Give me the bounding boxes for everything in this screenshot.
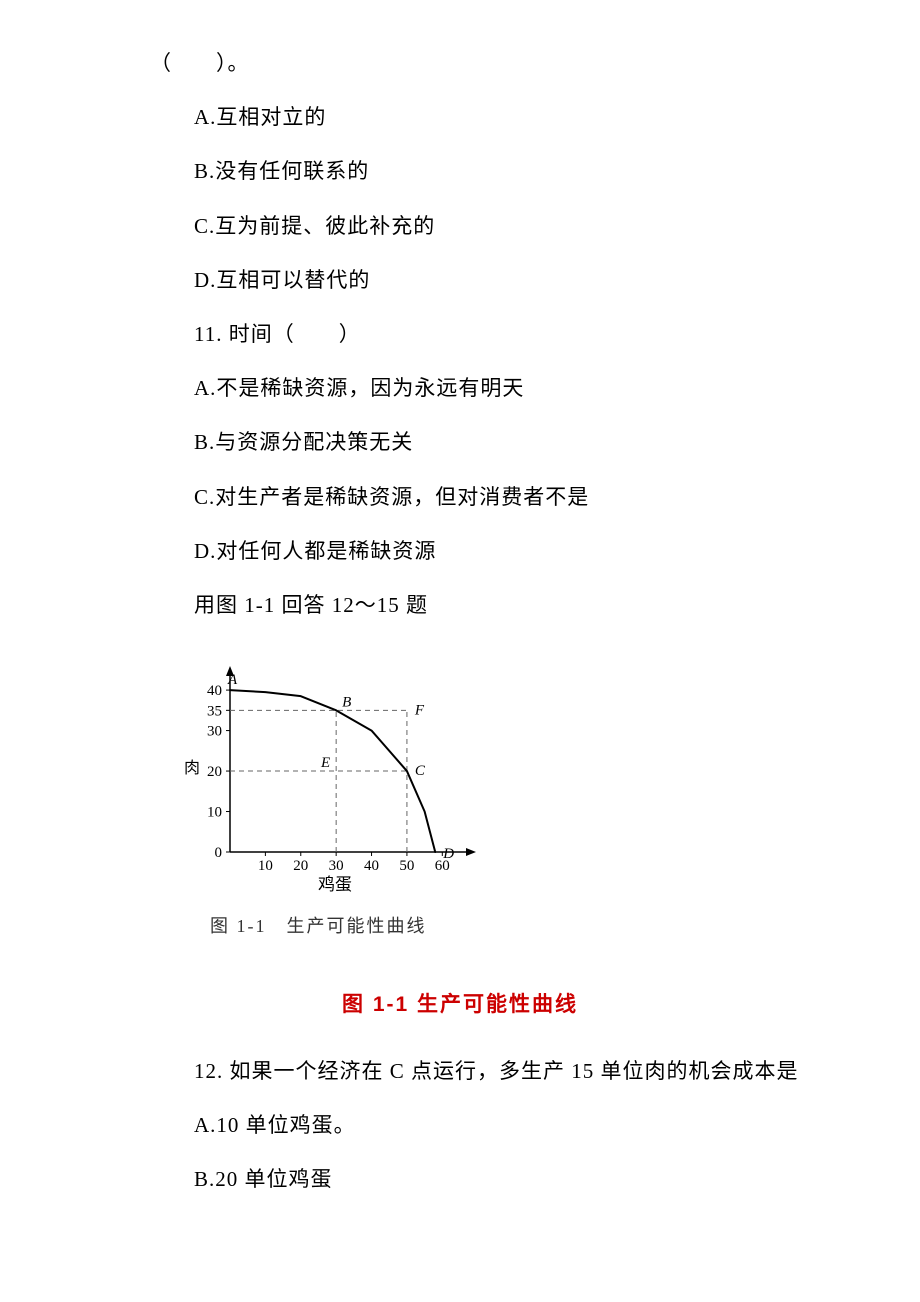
svg-text:10: 10	[258, 858, 273, 874]
q10-option-a: A.互相对立的	[150, 94, 800, 140]
q10-stem-tail: （ ）。	[150, 40, 800, 86]
q10-option-d: D.互相可以替代的	[150, 257, 800, 303]
q11-option-a: A.不是稀缺资源，因为永远有明天	[150, 365, 800, 411]
svg-text:C: C	[415, 763, 426, 779]
q11-option-b: B.与资源分配决策无关	[150, 419, 800, 465]
svg-text:D: D	[442, 846, 454, 862]
svg-text:35: 35	[207, 703, 222, 719]
svg-text:40: 40	[207, 683, 222, 699]
svg-text:40: 40	[364, 858, 379, 874]
q12-option-b: B.20 单位鸡蛋	[150, 1156, 800, 1202]
figure-instruction: 用图 1-1 回答 12～15 题	[150, 582, 800, 628]
ppf-figure: 01020303540102030405060ABCDEF肉鸡蛋	[0, 652, 920, 892]
svg-text:E: E	[320, 755, 330, 771]
ppf-chart-svg: 01020303540102030405060ABCDEF肉鸡蛋	[180, 652, 480, 892]
svg-text:A: A	[227, 672, 238, 688]
q10-option-b: B.没有任何联系的	[150, 148, 800, 194]
q12-option-a: A.10 单位鸡蛋。	[150, 1102, 800, 1148]
svg-text:30: 30	[207, 724, 222, 740]
svg-text:50: 50	[399, 858, 414, 874]
q11-stem: 11. 时间（ ）	[150, 311, 800, 357]
svg-text:20: 20	[293, 858, 308, 874]
svg-text:10: 10	[207, 805, 222, 821]
svg-text:鸡蛋: 鸡蛋	[318, 875, 352, 892]
svg-text:肉: 肉	[184, 759, 200, 777]
svg-text:F: F	[414, 702, 425, 718]
q10-option-c: C.互为前提、彼此补充的	[150, 203, 800, 249]
q11-option-c: C.对生产者是稀缺资源，但对消费者不是	[150, 474, 800, 520]
svg-text:30: 30	[329, 858, 344, 874]
figure-caption-red: 图 1-1 生产可能性曲线	[0, 988, 920, 1018]
svg-text:B: B	[342, 694, 351, 710]
q11-option-d: D.对任何人都是稀缺资源	[150, 528, 800, 574]
svg-text:20: 20	[207, 764, 222, 780]
svg-text:0: 0	[215, 845, 223, 861]
figure-caption-original: 图 1-1 生产可能性曲线	[0, 912, 920, 938]
q12-stem: 12. 如果一个经济在 C 点运行，多生产 15 单位肉的机会成本是	[150, 1048, 800, 1094]
